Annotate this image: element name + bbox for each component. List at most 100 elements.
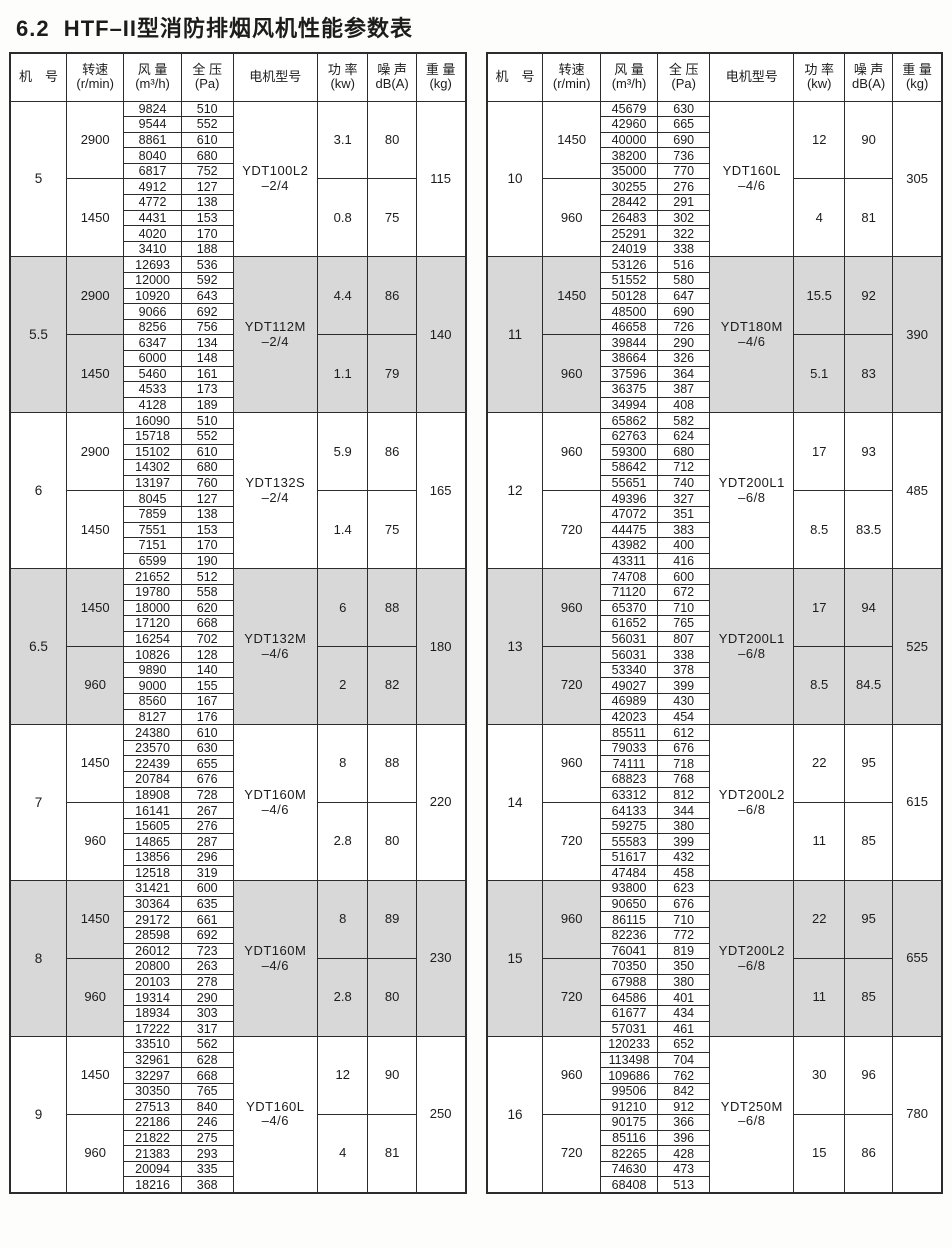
pressure-cell: 718: [657, 755, 711, 773]
flow-cell: 46658: [599, 318, 659, 336]
speed-cell: 960: [542, 568, 601, 648]
noise-cell: 86: [367, 256, 417, 336]
motor-line: –4/6: [261, 1113, 289, 1129]
table-row: 53340 378: [487, 661, 943, 679]
pressure-cell: 702: [180, 630, 234, 648]
pressure-cell: 408: [657, 396, 711, 414]
flow-cell: 9544: [123, 116, 182, 133]
power-cell: 2: [316, 646, 369, 726]
pressure-cell: 416: [657, 552, 711, 570]
table-row: 960 10826 128 2 82: [10, 646, 466, 726]
weight-cell: 615: [892, 724, 943, 882]
flow-cell: 8040: [123, 147, 182, 164]
pressure-cell: 291: [657, 194, 711, 211]
noise-cell: 92: [843, 256, 894, 336]
noise-cell: 83: [843, 334, 894, 414]
pressure-cell: 434: [657, 1004, 711, 1022]
table-row: 63312 812: [487, 786, 943, 804]
pressure-cell: 400: [657, 537, 711, 554]
table-row: 15718 552: [10, 427, 466, 445]
pressure-cell: 676: [180, 771, 234, 788]
flow-cell: 51617: [599, 849, 659, 866]
header-cell-flow: 风 量 (m³/h): [123, 52, 182, 102]
pressure-cell: 562: [180, 1036, 234, 1053]
table-row: 34994 408: [487, 396, 943, 414]
flow-cell: 56031: [599, 646, 659, 663]
motor-cell: YDT132M –4/6: [232, 568, 318, 726]
pressure-cell: 326: [657, 350, 711, 367]
motor-line: YDT200L1: [718, 631, 785, 647]
weight-cell: 485: [892, 412, 943, 570]
pressure-cell: 153: [180, 209, 234, 227]
pressure-cell: 643: [180, 287, 234, 305]
header-cell-noise: 噪 声 dB(A): [843, 52, 894, 102]
header-cell-power: 功 率 (kw): [316, 52, 369, 102]
pressure-cell: 473: [657, 1160, 711, 1178]
table-row: 28442 291: [487, 194, 943, 211]
motor-line: –4/6: [261, 957, 289, 973]
pressure-cell: 327: [657, 490, 711, 507]
model-cell: 6.5: [9, 568, 67, 726]
pressure-cell: 552: [180, 116, 234, 133]
table-row: 6599 190: [10, 552, 466, 570]
weight-cell: 250: [415, 1036, 467, 1194]
weight-cell: 140: [415, 256, 467, 414]
pressure-cell: 840: [180, 1098, 234, 1116]
pressure-cell: 293: [180, 1145, 234, 1162]
weight-cell: 230: [415, 880, 467, 1038]
flow-cell: 32297: [123, 1067, 182, 1084]
flow-cell: 82236: [599, 926, 659, 944]
pressure-cell: 510: [180, 100, 234, 118]
header-cell-pressure: 全 压 (Pa): [180, 52, 234, 102]
pressure-cell: 630: [657, 100, 711, 118]
flow-cell: 18908: [123, 786, 182, 804]
header-cell-model: 机 号: [9, 52, 67, 102]
motor-line: YDT250M: [720, 1098, 783, 1114]
pressure-cell: 592: [180, 272, 234, 289]
table-row: 40000 690: [487, 131, 943, 149]
flow-cell: 28442: [599, 194, 659, 211]
noise-cell: 88: [367, 568, 417, 648]
motor-line: –4/6: [261, 645, 289, 661]
table-row: 13 960 74708 600 YDT200L1 –6/8 17 94 525: [485, 568, 943, 726]
flow-cell: 90175: [599, 1114, 659, 1131]
table-row: 720 49396 327 8.5 83.5: [487, 490, 943, 570]
weight-cell: 305: [892, 100, 943, 258]
table-row: 86115 710: [487, 911, 943, 928]
flow-cell: 53340: [599, 661, 659, 679]
motor-line: –6/8: [738, 1113, 766, 1129]
flow-cell: 37596: [599, 365, 659, 383]
table-row: 58642 712: [487, 459, 943, 476]
table-row: 113498 704: [487, 1051, 943, 1069]
power-cell: 8.5: [793, 646, 845, 726]
power-cell: 4.4: [316, 256, 369, 336]
pressure-cell: 296: [180, 849, 234, 866]
header-line: 功 率: [804, 61, 835, 77]
noise-cell: 81: [843, 178, 894, 258]
flow-cell: 4128: [123, 396, 182, 414]
weight-cell: 780: [892, 1036, 943, 1194]
noise-cell: 84.5: [843, 646, 894, 726]
table-row: 64586 401: [487, 989, 943, 1006]
motor-line: YDT100L2: [242, 163, 309, 179]
header-line: dB(A): [852, 76, 886, 92]
table-row: 720 64133 344 11 85: [487, 802, 943, 882]
pressure-cell: 378: [657, 661, 711, 679]
header-line: 电机型号: [249, 68, 302, 84]
flow-cell: 59300: [599, 443, 659, 461]
flow-cell: 49396: [599, 490, 659, 507]
flow-cell: 7551: [123, 521, 182, 539]
flow-cell: 48500: [599, 303, 659, 320]
model-cell: 13: [485, 568, 544, 726]
pressure-cell: 672: [657, 583, 711, 601]
model-cell: 7: [9, 724, 67, 882]
table-row: 960 22186 246 4 81: [10, 1114, 466, 1194]
flow-cell: 21822: [123, 1129, 182, 1147]
flow-cell: 13856: [123, 849, 182, 866]
model-cell: 12: [485, 412, 544, 570]
flow-cell: 5460: [123, 365, 182, 383]
header-row: 机 号转速 (r/min) 风 量 (m³/h) 全 压 (Pa) 电机型号功 率 (kw) 噪…: [485, 52, 943, 102]
flow-cell: 4772: [123, 194, 182, 211]
model-cell: 10: [485, 100, 544, 258]
